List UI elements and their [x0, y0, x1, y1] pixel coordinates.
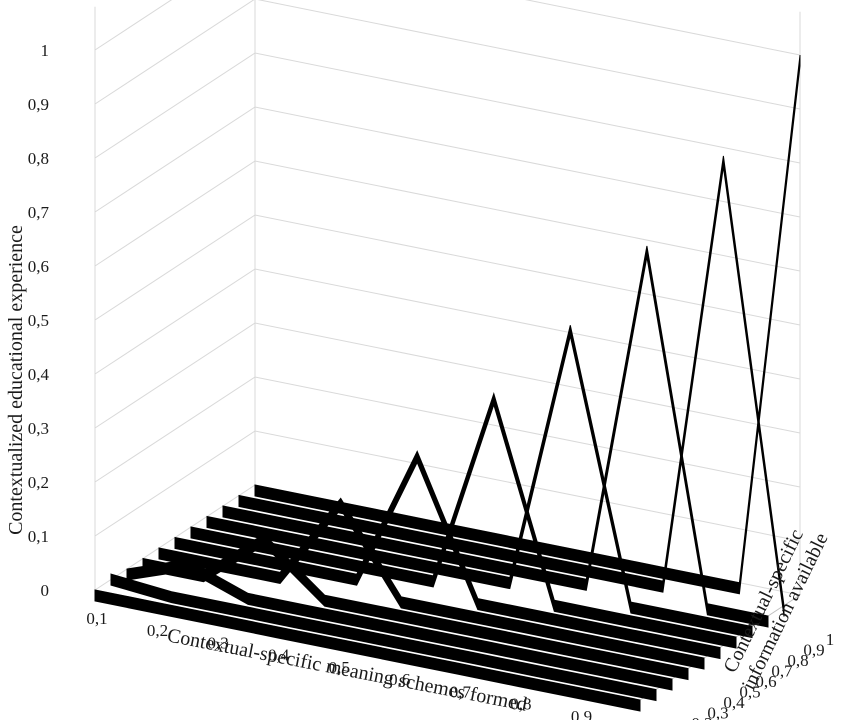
y-tick-label: 0,8 — [787, 651, 808, 670]
z-gridline — [94, 0, 801, 110]
series-ribbon — [190, 392, 737, 649]
y-tick-label: 0,2 — [691, 714, 712, 720]
series-ribbon — [94, 589, 641, 712]
y-tick-label: 0,3 — [707, 704, 728, 720]
y-tick-label: 1 — [826, 630, 835, 649]
z-gridline — [94, 0, 801, 56]
x-tick-label: 0,4 — [268, 646, 290, 665]
y-tick-label: 0,4 — [723, 693, 745, 712]
y-tick-label: 0,9 — [803, 641, 824, 660]
z-gridline — [94, 106, 801, 218]
series-ribbon — [110, 573, 657, 702]
gridlines — [94, 0, 801, 701]
z-axis-ticks: 0 0,1 0,2 0,3 0,4 0,5 0,6 0,7 0,8 0,9 1 — [28, 41, 50, 600]
series-ribbon — [174, 450, 721, 660]
series-ribbon — [206, 325, 753, 639]
x-tick-label: 0,6 — [389, 670, 410, 689]
x-tick-label: 0,8 — [510, 695, 531, 714]
z-tick-label: 0,1 — [28, 527, 49, 546]
series-ribbon — [254, 54, 801, 595]
z-gridline — [94, 214, 801, 326]
series-ribbons — [94, 54, 801, 712]
y-tick-label: 0,5 — [739, 683, 760, 702]
z-gridline — [94, 322, 801, 434]
x-tick-label: 0,2 — [147, 621, 168, 640]
z-tick-label: 0,4 — [28, 365, 50, 384]
z-tick-label: 0,8 — [28, 149, 49, 168]
x-tick-label: 0,9 — [571, 707, 592, 720]
z-tick-label: 0,5 — [28, 311, 49, 330]
y-tick-label: 0,6 — [755, 672, 776, 691]
x-tick-label: 0,5 — [329, 658, 350, 677]
y-tick-label: 0,7 — [771, 662, 793, 681]
z-gridline — [94, 376, 801, 488]
series-ribbon — [126, 559, 673, 691]
z-tick-label: 1 — [41, 41, 50, 60]
z-tick-label: 0 — [41, 581, 50, 600]
z-tick-label: 0,3 — [28, 419, 49, 438]
x-tick-label: 0,1 — [86, 609, 107, 628]
z-gridline — [94, 160, 801, 272]
z-axis-title: Contextualized educational experience — [5, 225, 27, 535]
x-tick-label: 0,3 — [207, 633, 228, 652]
series-ribbon — [142, 533, 689, 681]
z-gridline — [94, 52, 801, 164]
z-tick-label: 0,9 — [28, 95, 49, 114]
series-ribbon — [158, 497, 705, 670]
z-tick-label: 0,2 — [28, 473, 49, 492]
z-tick-label: 0,7 — [28, 203, 50, 222]
y-axis-ticks: 00,10,20,30,40,50,60,70,80,91 — [691, 630, 835, 720]
x-tick-label: 0,7 — [450, 682, 472, 701]
z-tick-label: 0,6 — [28, 257, 49, 276]
